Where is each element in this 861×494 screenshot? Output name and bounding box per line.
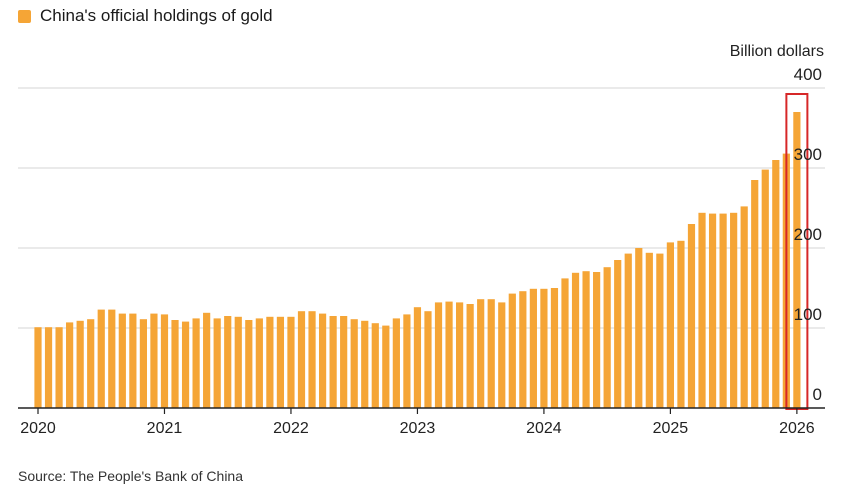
bar-2024-02: [550, 288, 559, 408]
bar-2020-07: [97, 309, 105, 408]
bar-2024-05: [582, 271, 590, 408]
bar-2020-05: [76, 320, 84, 408]
bar-2020-04: [66, 322, 74, 408]
bar-2022-04: [318, 313, 327, 408]
bar-2021-04: [192, 318, 200, 408]
x-tick-label: 2022: [273, 420, 309, 437]
bar-2021-10: [255, 318, 263, 408]
bar-2023-08: [487, 299, 495, 408]
bar-2025-03: [687, 224, 696, 408]
bar-2022-10: [382, 325, 390, 408]
x-tick-label: 2020: [20, 420, 56, 437]
bar-2022-09: [371, 323, 379, 408]
bar-2022-07: [350, 319, 358, 408]
bar-2025-10: [761, 169, 769, 408]
bar-2021-12: [276, 316, 285, 408]
bar-2024-04: [571, 272, 580, 408]
bar-2020-09: [118, 313, 126, 408]
bar-2020-08: [108, 309, 116, 408]
bar-2024-07: [603, 267, 611, 408]
bar-2025-11: [772, 160, 780, 408]
bar-2025-04: [698, 212, 706, 408]
bar-2023-10: [508, 293, 516, 408]
bar-2020-10: [129, 313, 137, 408]
bar-2024-01: [540, 288, 548, 408]
bar-2021-06: [213, 318, 221, 408]
bar-2021-07: [224, 316, 232, 408]
bar-2021-03: [181, 321, 190, 408]
bar-2024-08: [614, 260, 622, 408]
bar-2023-02: [424, 311, 432, 408]
legend: China's official holdings of gold: [18, 6, 273, 26]
bar-2023-12: [529, 288, 537, 408]
bar-2025-02: [677, 240, 685, 408]
x-axis-ticks: 2020 2021 2022 2023 2024 2025 2026: [20, 408, 815, 437]
bar-2023-07: [477, 299, 485, 408]
x-tick-label: 2023: [400, 420, 436, 437]
bar-2023-05: [456, 302, 464, 408]
bar-2022-12: [403, 314, 411, 408]
bars: [34, 93, 809, 410]
bar-2024-09: [624, 253, 632, 408]
bar-2025-08: [740, 206, 748, 408]
bar-2022-05: [329, 316, 337, 408]
bar-2022-01: [287, 316, 295, 408]
y-tick-label: 0: [813, 385, 822, 404]
bar-2024-11: [645, 252, 653, 408]
bar-2023-04: [445, 301, 453, 408]
bar-2021-11: [266, 316, 274, 408]
unit-label: Billion dollars: [730, 43, 824, 60]
bar-2023-03: [434, 302, 443, 408]
y-axis-ticks: 0 100 200 300 400: [794, 65, 822, 404]
x-tick-label: 2021: [147, 420, 183, 437]
bar-2020-02: [44, 327, 53, 408]
bar-2026-01: [793, 112, 801, 408]
bar-2025-07: [730, 212, 738, 408]
x-tick-label: 2026: [779, 420, 815, 437]
bar-2025-01: [666, 242, 674, 408]
bar-2023-01: [413, 307, 422, 408]
source-note: Source: The People's Bank of China: [18, 468, 243, 484]
bar-2022-03: [308, 311, 316, 408]
bar-2020-11: [139, 319, 147, 408]
legend-swatch: [18, 9, 31, 23]
bar-2021-01: [160, 314, 169, 408]
bar-2021-08: [234, 316, 242, 408]
x-tick-label: 2024: [526, 420, 562, 437]
bar-2025-09: [751, 180, 759, 408]
bar-2023-09: [498, 302, 506, 408]
y-tick-label: 200: [794, 225, 822, 244]
bar-2020-03: [55, 327, 63, 408]
x-tick-label: 2025: [653, 420, 689, 437]
bar-2024-03: [561, 278, 569, 408]
bar-2022-02: [297, 311, 306, 408]
bar-2024-06: [593, 272, 601, 408]
bar-2022-06: [340, 316, 348, 408]
legend-label: China's official holdings of gold: [40, 6, 273, 25]
bar-2020-12: [150, 313, 158, 408]
bar-2025-06: [719, 213, 727, 408]
bar-2024-12: [656, 253, 664, 408]
bar-2023-11: [519, 291, 527, 408]
bar-2023-06: [466, 304, 474, 408]
bar-2021-05: [203, 312, 211, 408]
bar-2020-06: [87, 319, 95, 408]
bar-2020-01: [34, 327, 42, 408]
y-tick-label: 300: [794, 145, 822, 164]
bar-2025-05: [708, 213, 717, 408]
y-tick-label: 400: [794, 65, 822, 84]
y-tick-label: 100: [794, 305, 822, 324]
bar-2021-02: [171, 320, 179, 408]
bar-2024-10: [635, 248, 643, 408]
bar-2021-09: [245, 320, 253, 408]
bar-2022-08: [361, 320, 369, 408]
bar-2022-11: [392, 318, 400, 408]
